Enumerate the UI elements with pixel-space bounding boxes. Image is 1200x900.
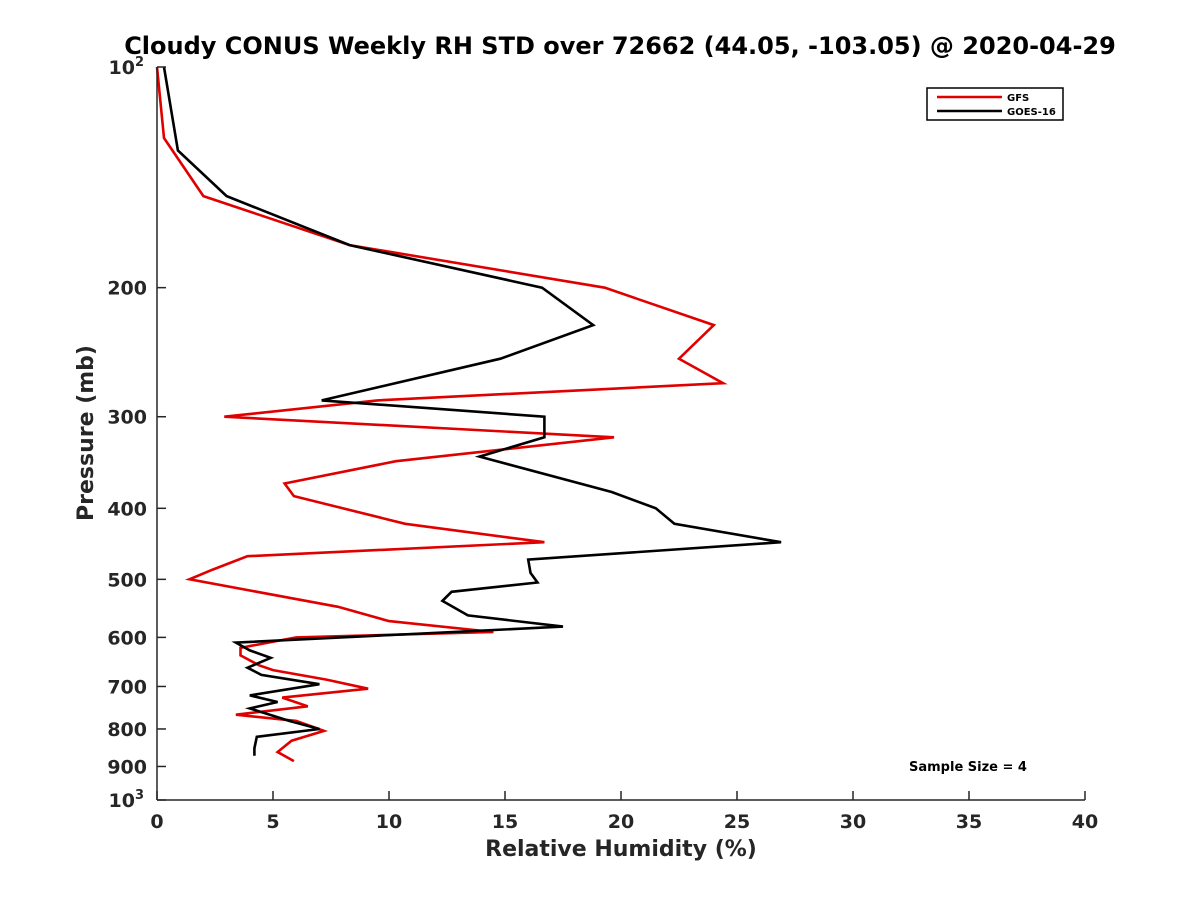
- y-tick-label: 400: [107, 498, 147, 520]
- x-tick-label: 30: [840, 811, 866, 833]
- y-tick-label: 600: [107, 627, 147, 649]
- plot-lines: [155, 66, 782, 763]
- legend-items: GFS GOES-16: [937, 93, 1056, 118]
- legend: GFS GOES-16: [926, 87, 1064, 121]
- x-tick-label: 5: [266, 811, 279, 833]
- x-tick-label: 15: [492, 811, 518, 833]
- y-tick-label: 10: [109, 790, 135, 812]
- legend-label: GFS: [1007, 93, 1029, 104]
- y-tick-label: 10: [109, 57, 135, 79]
- legend-label: GOES-16: [1007, 107, 1056, 118]
- y-tick-label: 300: [107, 407, 147, 429]
- x-tick-label: 35: [956, 811, 982, 833]
- series-line-goes-16: [162, 66, 782, 756]
- series-line-gfs: [155, 66, 728, 763]
- y-axis-label: Pressure (mb): [74, 345, 99, 521]
- sample-size-annotation: Sample Size = 4: [909, 760, 1027, 775]
- y-tick-label: 200: [107, 278, 147, 300]
- legend-box: [926, 87, 1064, 121]
- x-tick-label: 20: [608, 811, 634, 833]
- y-tick-exponent: 3: [135, 788, 144, 803]
- y-tick-label: 700: [107, 676, 147, 698]
- x-tick-label: 10: [376, 811, 402, 833]
- y-tick-exponent: 2: [135, 55, 144, 70]
- x-ticks: 0 5 10 15 20 25 30 35 40: [150, 791, 1098, 833]
- y-tick-label: 900: [107, 756, 147, 778]
- x-tick-label: 0: [150, 811, 163, 833]
- x-tick-label: 40: [1072, 811, 1098, 833]
- chart-title: Cloudy CONUS Weekly RH STD over 72662 (4…: [124, 32, 1116, 60]
- y-tick-label: 500: [107, 569, 147, 591]
- x-tick-label: 25: [724, 811, 750, 833]
- x-axis-label: Relative Humidity (%): [485, 837, 757, 862]
- y-tick-label: 800: [107, 719, 147, 741]
